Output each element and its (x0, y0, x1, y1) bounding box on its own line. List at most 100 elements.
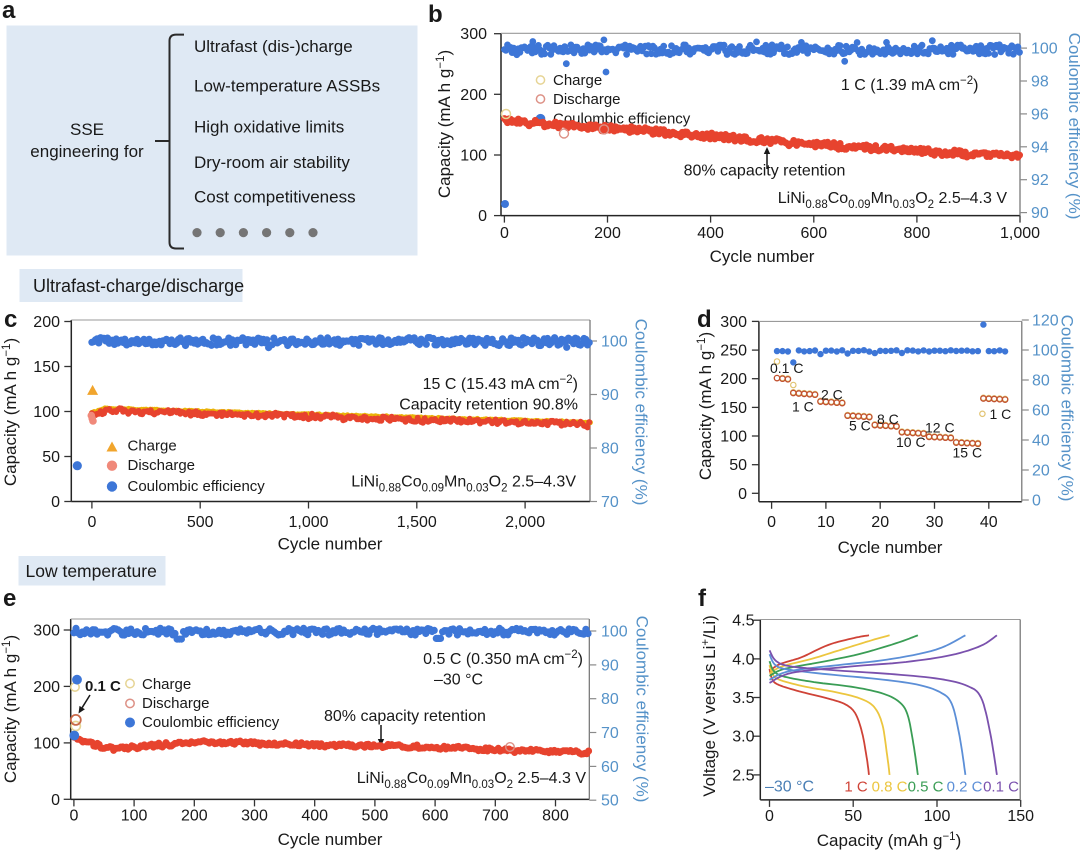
svg-text:1,500: 1,500 (397, 514, 437, 531)
svg-text:100: 100 (720, 429, 747, 446)
svg-text:50: 50 (42, 449, 60, 466)
svg-text:100: 100 (1031, 41, 1058, 58)
svg-text:300: 300 (460, 26, 487, 43)
svg-text:0: 0 (765, 808, 774, 825)
svg-text:100: 100 (601, 624, 628, 641)
svg-text:Low temperature: Low temperature (26, 561, 157, 581)
svg-text:60: 60 (1032, 403, 1050, 420)
svg-text:8 C: 8 C (877, 411, 899, 427)
svg-text:Ultrafast-charge/discharge: Ultrafast-charge/discharge (33, 276, 244, 296)
svg-text:Coulombic efficiency: Coulombic efficiency (128, 478, 266, 495)
svg-text:150: 150 (720, 400, 747, 417)
svg-text:Discharge: Discharge (142, 695, 210, 712)
svg-text:0.5 C: 0.5 C (908, 779, 944, 796)
svg-text:100: 100 (33, 735, 60, 752)
svg-text:Coulombic efficiency (%): Coulombic efficiency (%) (632, 319, 651, 506)
svg-text:0.2 C: 0.2 C (947, 779, 983, 796)
svg-text:400: 400 (301, 808, 328, 825)
svg-text:15 C: 15 C (953, 445, 983, 461)
svg-text:e: e (3, 585, 16, 612)
svg-text:1 C: 1 C (792, 398, 814, 414)
svg-text:40: 40 (980, 514, 998, 531)
svg-text:200: 200 (33, 679, 60, 696)
svg-text:96: 96 (1031, 106, 1049, 123)
svg-text:200: 200 (181, 808, 208, 825)
svg-text:40: 40 (1032, 433, 1050, 450)
svg-text:4.0: 4.0 (732, 651, 754, 668)
svg-text:0.8 C: 0.8 C (872, 779, 908, 796)
svg-text:engineering for: engineering for (30, 142, 144, 161)
svg-text:Charge: Charge (142, 676, 191, 693)
svg-text:70: 70 (601, 494, 619, 511)
svg-text:0: 0 (500, 225, 509, 242)
svg-text:100: 100 (121, 808, 148, 825)
svg-text:LiNi0.88Co0.09Mn0.03O2 2.5–4.: LiNi0.88Co0.09Mn0.03O2 2.5–4.3 V (778, 190, 1008, 211)
svg-text:Cycle number: Cycle number (838, 538, 943, 557)
svg-text:1,000: 1,000 (288, 514, 328, 531)
svg-text:Capacity (mA h g−1): Capacity (mA h g−1) (435, 50, 454, 198)
svg-text:10 C: 10 C (896, 434, 926, 450)
svg-text:3.0: 3.0 (732, 729, 754, 746)
svg-text:1 C (1.39 mA cm−2): 1 C (1.39 mA cm−2) (841, 75, 979, 94)
svg-text:50: 50 (729, 457, 747, 474)
svg-text:Discharge: Discharge (553, 91, 621, 108)
svg-text:1,000: 1,000 (1000, 225, 1040, 242)
svg-text:400: 400 (697, 225, 724, 242)
svg-text:94: 94 (1031, 139, 1049, 156)
svg-text:50: 50 (844, 808, 862, 825)
svg-text:LiNi0.88Co0.09Mn0.03O2 2.5–4.3: LiNi0.88Co0.09Mn0.03O2 2.5–4.3 V (357, 770, 587, 791)
svg-text:300: 300 (33, 623, 60, 640)
svg-text:Cycle number: Cycle number (710, 247, 815, 266)
svg-text:90: 90 (1031, 205, 1049, 222)
svg-text:Capacity (mA h g−1): Capacity (mA h g−1) (1, 338, 20, 486)
svg-text:200: 200 (33, 314, 60, 331)
svg-text:30: 30 (926, 514, 944, 531)
svg-text:98: 98 (1031, 74, 1049, 91)
svg-text:90: 90 (601, 657, 619, 674)
svg-text:20: 20 (1032, 463, 1050, 480)
svg-text:300: 300 (720, 314, 747, 331)
svg-text:1 C: 1 C (844, 779, 868, 796)
svg-text:0: 0 (87, 514, 96, 531)
svg-text:80: 80 (1032, 373, 1050, 390)
svg-text:Capacity retention 90.8%: Capacity retention 90.8% (399, 397, 578, 414)
svg-text:a: a (2, 0, 16, 24)
svg-text:LiNi0.88Co0.09Mn0.03O2 2.5–4.3: LiNi0.88Co0.09Mn0.03O2 2.5–4.3V (351, 474, 576, 495)
svg-text:200: 200 (594, 225, 621, 242)
svg-text:500: 500 (362, 808, 389, 825)
svg-text:5 C: 5 C (849, 418, 871, 434)
svg-text:0: 0 (69, 808, 78, 825)
svg-text:Capacity (mAh g−1): Capacity (mAh g−1) (817, 831, 961, 850)
svg-text:300: 300 (241, 808, 268, 825)
svg-text:120: 120 (1032, 313, 1059, 330)
svg-text:0: 0 (1032, 493, 1041, 510)
svg-text:250: 250 (720, 343, 747, 360)
svg-text:0.1 C: 0.1 C (983, 779, 1019, 796)
svg-text:60: 60 (601, 759, 619, 776)
svg-text:80% capacity retention: 80% capacity retention (684, 163, 846, 180)
svg-text:Capacity (mA h g−1): Capacity (mA h g−1) (696, 332, 715, 480)
svg-text:100: 100 (460, 148, 487, 165)
svg-text:b: b (428, 1, 443, 28)
svg-text:SSE: SSE (70, 120, 104, 139)
svg-text:2.5: 2.5 (732, 767, 754, 784)
svg-text:100: 100 (1032, 343, 1059, 360)
svg-text:Discharge: Discharge (128, 457, 196, 474)
svg-text:100: 100 (601, 334, 628, 351)
svg-text:Capacity (mA h g−1): Capacity (mA h g−1) (1, 635, 20, 783)
svg-text:Coulombic efficiency: Coulombic efficiency (142, 714, 280, 731)
svg-text:100: 100 (33, 404, 60, 421)
svg-text:700: 700 (482, 808, 509, 825)
svg-text:10: 10 (817, 514, 835, 531)
svg-text:2,000: 2,000 (505, 514, 545, 531)
svg-text:3.5: 3.5 (732, 690, 754, 707)
svg-text:80: 80 (601, 441, 619, 458)
svg-text:0: 0 (738, 486, 747, 503)
svg-text:90: 90 (601, 387, 619, 404)
svg-text:4.5: 4.5 (732, 613, 754, 630)
svg-text:0.1 C: 0.1 C (85, 678, 121, 695)
svg-text:0: 0 (767, 514, 776, 531)
svg-text:–30 °C: –30 °C (434, 672, 483, 689)
svg-text:12 C: 12 C (925, 420, 955, 436)
svg-text:0.1 C: 0.1 C (770, 360, 803, 376)
